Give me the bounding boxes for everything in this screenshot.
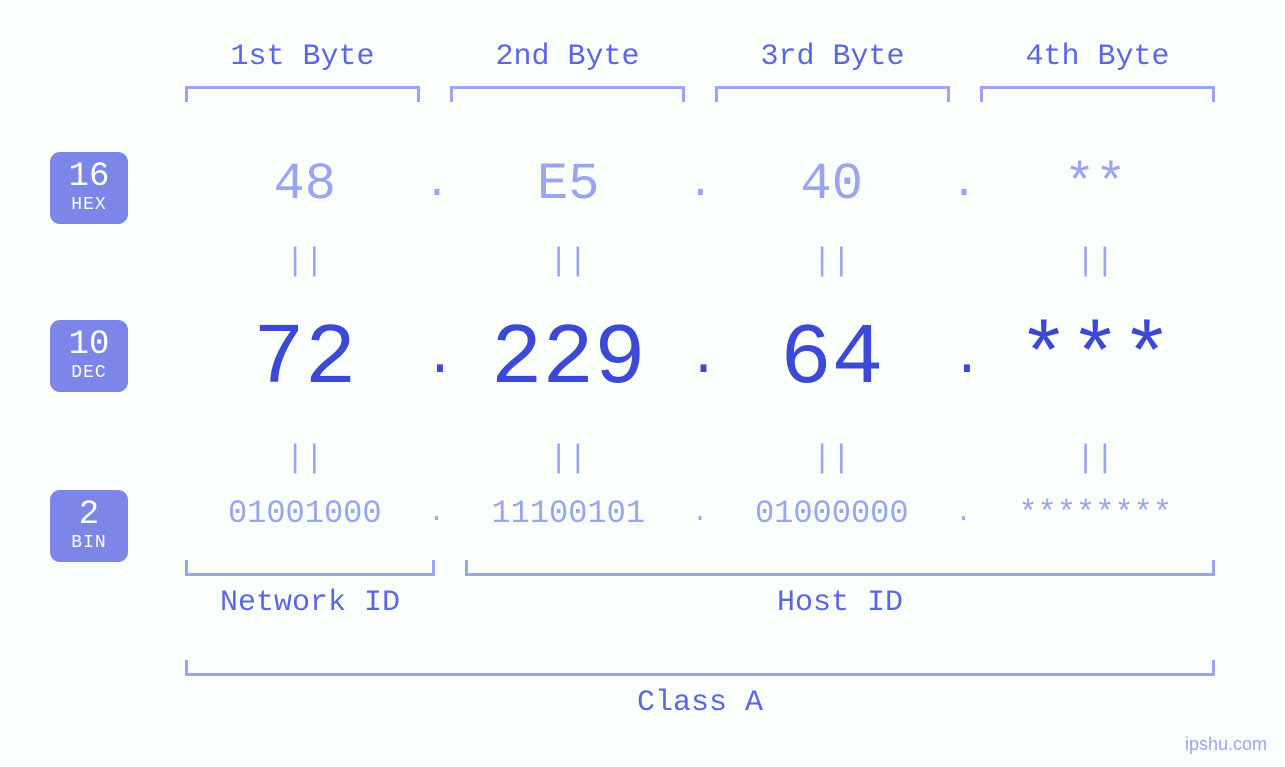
separator-dot: .: [952, 499, 976, 528]
separator-dot: .: [688, 330, 712, 388]
separator-dot: .: [688, 499, 712, 528]
equals-icon: ||: [976, 243, 1216, 280]
dec-byte-3: 64: [712, 310, 952, 408]
equals-icon: ||: [449, 440, 689, 477]
hex-row: 48 . E5 . 40 . **: [185, 155, 1215, 214]
bin-byte-4: ********: [976, 495, 1216, 532]
dec-byte-1: 72: [185, 310, 425, 408]
separator-dot: .: [425, 330, 449, 388]
hex-byte-3: 40: [712, 155, 952, 214]
separator-dot: .: [952, 161, 976, 208]
equals-row-hex-dec: ||. ||. ||. ||: [185, 243, 1215, 280]
hex-byte-2: E5: [449, 155, 689, 214]
byte-headers: 1st Byte 2nd Byte 3rd Byte 4th Byte: [185, 40, 1215, 102]
equals-icon: ||: [976, 440, 1216, 477]
bracket-top-icon: [185, 86, 420, 102]
radix-name: HEX: [50, 196, 128, 216]
byte-header-2: 2nd Byte: [450, 40, 685, 102]
radix-badge-hex: 16 HEX: [50, 152, 128, 224]
byte-header-4: 4th Byte: [980, 40, 1215, 102]
equals-icon: ||: [712, 440, 952, 477]
bracket-bottom-icon: [185, 560, 435, 576]
class-label: Class A: [185, 686, 1215, 720]
byte-label: 4th Byte: [980, 40, 1215, 74]
radix-badge-bin: 2 BIN: [50, 490, 128, 562]
dec-byte-2: 229: [449, 310, 689, 408]
separator-dot: .: [425, 161, 449, 208]
radix-badge-dec: 10 DEC: [50, 320, 128, 392]
radix-number: 10: [50, 327, 128, 364]
network-id-bracket: Network ID: [185, 560, 435, 620]
equals-icon: ||: [449, 243, 689, 280]
radix-name: DEC: [50, 364, 128, 384]
hex-byte-4: **: [976, 155, 1216, 214]
class-bracket: Class A: [185, 660, 1215, 720]
byte-label: 3rd Byte: [715, 40, 950, 74]
radix-number: 16: [50, 159, 128, 196]
host-id-bracket: Host ID: [465, 560, 1215, 620]
bracket-top-icon: [980, 86, 1215, 102]
hex-byte-1: 48: [185, 155, 425, 214]
bracket-top-icon: [450, 86, 685, 102]
bin-byte-1: 01001000: [185, 495, 425, 532]
bracket-bottom-icon: [465, 560, 1215, 576]
equals-icon: ||: [185, 243, 425, 280]
bin-byte-3: 01000000: [712, 495, 952, 532]
byte-label: 1st Byte: [185, 40, 420, 74]
separator-dot: .: [688, 161, 712, 208]
network-id-label: Network ID: [185, 586, 435, 620]
separator-dot: .: [952, 330, 976, 388]
bin-row: 01001000 . 11100101 . 01000000 . *******…: [185, 495, 1215, 532]
byte-label: 2nd Byte: [450, 40, 685, 74]
dec-byte-4: ***: [976, 310, 1216, 408]
bracket-bottom-icon: [185, 660, 1215, 676]
byte-header-3: 3rd Byte: [715, 40, 950, 102]
net-host-brackets: Network ID Host ID: [185, 560, 1215, 620]
byte-header-1: 1st Byte: [185, 40, 420, 102]
bracket-top-icon: [715, 86, 950, 102]
bin-byte-2: 11100101: [449, 495, 689, 532]
equals-icon: ||: [185, 440, 425, 477]
equals-row-dec-bin: ||. ||. ||. ||: [185, 440, 1215, 477]
separator-dot: .: [425, 499, 449, 528]
watermark: ipshu.com: [1185, 734, 1267, 755]
host-id-label: Host ID: [465, 586, 1215, 620]
radix-number: 2: [50, 497, 128, 534]
dec-row: 72 . 229 . 64 . ***: [185, 310, 1215, 408]
equals-icon: ||: [712, 243, 952, 280]
radix-name: BIN: [50, 534, 128, 554]
